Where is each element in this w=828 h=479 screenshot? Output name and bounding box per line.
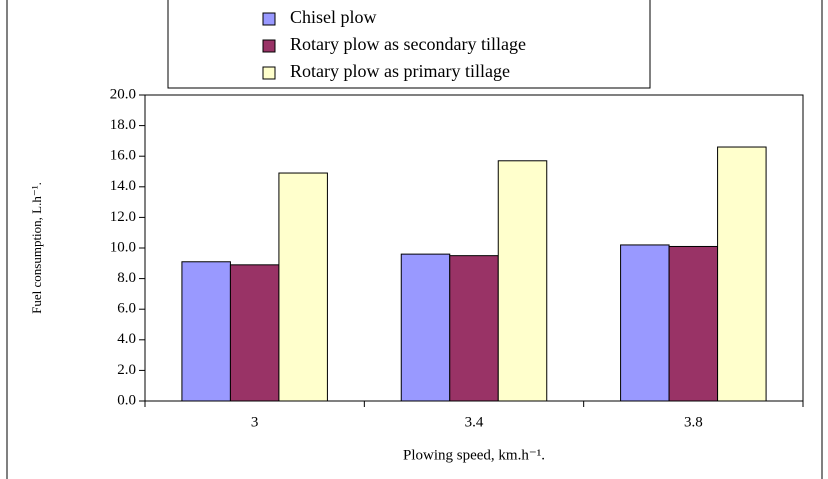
y-tick-label: 2.0 [117, 362, 136, 378]
legend-swatch [262, 66, 276, 80]
bar [668, 245, 719, 402]
y-tick-label: 20.0 [110, 86, 136, 102]
x-tick-label: 3.4 [465, 414, 484, 430]
y-tick-label: 10.0 [110, 239, 136, 255]
bar [181, 261, 231, 402]
bar [278, 172, 328, 402]
y-tick-label: 8.0 [117, 270, 136, 286]
y-tick-label: 16.0 [110, 148, 136, 164]
y-tick-label: 4.0 [117, 331, 136, 347]
y-tick-label: 0.0 [117, 392, 136, 408]
legend-label: Chisel plow [290, 7, 377, 27]
bar [497, 160, 548, 402]
bar [400, 253, 451, 402]
x-axis-label: Plowing speed, km.h⁻¹. [403, 447, 545, 463]
bar [449, 255, 499, 402]
legend-swatch [262, 12, 276, 26]
y-tick-label: 18.0 [110, 117, 136, 133]
y-tick-label: 14.0 [110, 178, 136, 194]
x-tick-label: 3.8 [684, 414, 703, 430]
bar [620, 244, 670, 402]
legend-swatch [262, 39, 276, 53]
y-tick-label: 12.0 [110, 209, 136, 225]
bar [717, 146, 767, 402]
legend-label: Rotary plow as primary tillage [290, 61, 510, 81]
y-axis-label: Fuel consumption, L.h⁻¹. [29, 182, 44, 314]
chart-frame [6, 0, 823, 479]
x-tick-label: 3 [251, 414, 259, 430]
legend-label: Rotary plow as secondary tillage [290, 34, 526, 54]
y-tick-label: 6.0 [117, 301, 136, 317]
legend-box [167, 0, 651, 89]
bar [229, 264, 280, 402]
